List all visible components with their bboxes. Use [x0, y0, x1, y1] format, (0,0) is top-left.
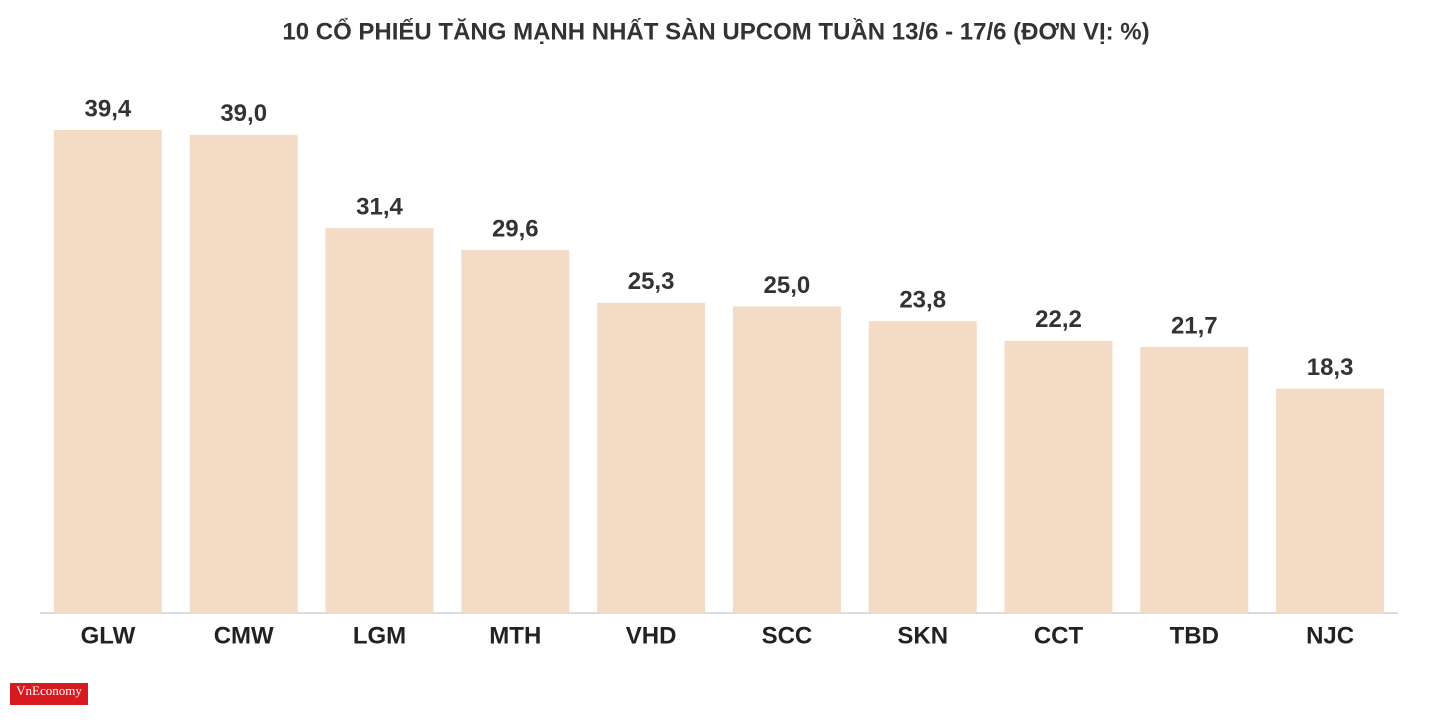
- x-tick-label: GLW: [81, 622, 136, 649]
- value-label: 21,7: [1171, 312, 1218, 339]
- bar: [189, 134, 298, 613]
- logo-box: [10, 683, 88, 705]
- value-label: 18,3: [1307, 354, 1354, 381]
- x-tick-label: CCT: [1034, 622, 1084, 649]
- x-tick-label: MTH: [489, 622, 541, 649]
- value-label: 39,0: [220, 100, 267, 127]
- value-label: 25,3: [628, 268, 675, 295]
- bar: [1276, 388, 1385, 613]
- x-tick-label: NJC: [1306, 622, 1354, 649]
- chart-title: 10 CỔ PHIẾU TĂNG MẠNH NHẤT SÀN UPCOM TUẦ…: [282, 17, 1149, 45]
- bar: [53, 130, 162, 613]
- logo-text: VnEconomy: [16, 683, 82, 698]
- value-label: 31,4: [356, 193, 403, 220]
- bar: [732, 306, 841, 613]
- x-tick-label: VHD: [626, 622, 677, 649]
- value-label: 22,2: [1035, 306, 1082, 333]
- x-tick-label: LGM: [353, 622, 406, 649]
- value-label: 29,6: [492, 215, 539, 242]
- bar: [868, 321, 977, 613]
- bar: [1004, 340, 1113, 613]
- x-tick-label: SCC: [762, 622, 813, 649]
- x-tick-label: TBD: [1170, 622, 1219, 649]
- bar: [1140, 346, 1249, 613]
- x-tick-label: CMW: [214, 622, 274, 649]
- bar: [325, 228, 434, 614]
- bar: [597, 302, 706, 613]
- value-label: 23,8: [899, 287, 946, 314]
- value-label: 25,0: [764, 272, 811, 299]
- value-label: 39,4: [85, 95, 132, 122]
- bar: [461, 250, 570, 613]
- x-tick-label: SKN: [897, 622, 948, 649]
